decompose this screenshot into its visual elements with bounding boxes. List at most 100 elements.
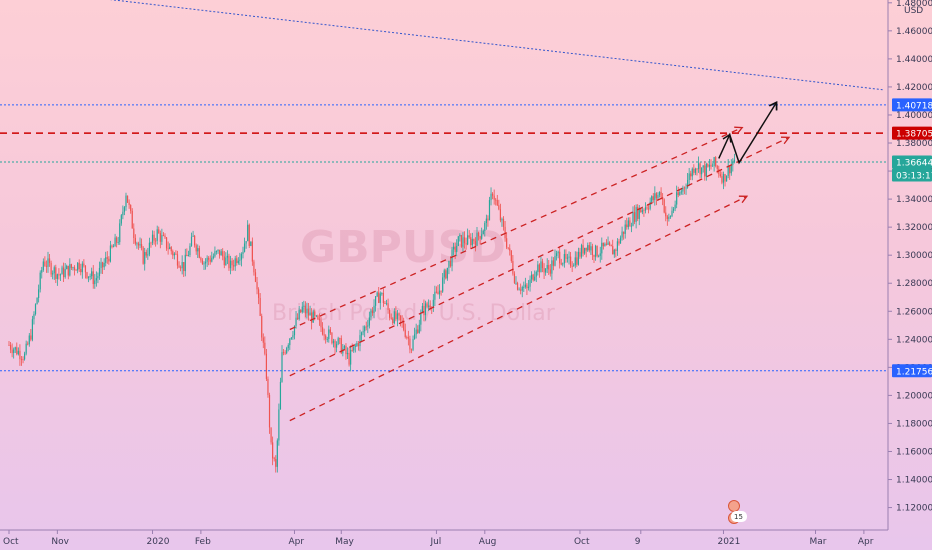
candle-body xyxy=(250,241,252,246)
candle-body xyxy=(618,241,620,244)
watermark-symbol: GBPUSD xyxy=(300,222,506,273)
candle-body xyxy=(133,228,135,238)
y-tick-label: 1.40000 xyxy=(896,111,932,121)
candle-body xyxy=(114,237,116,247)
candle-body xyxy=(14,347,16,350)
candle-body xyxy=(382,292,384,304)
candle-body xyxy=(598,255,600,257)
candle-body xyxy=(707,163,709,167)
x-tick-label: Nov xyxy=(51,537,69,547)
candle-body xyxy=(176,254,179,266)
candle-body xyxy=(217,249,219,252)
candle-body xyxy=(470,237,472,246)
candle-body xyxy=(64,269,66,278)
candle-body xyxy=(537,264,539,272)
candle-body xyxy=(418,324,420,333)
candle-body xyxy=(674,204,676,209)
candle-body xyxy=(535,271,537,277)
candle-body xyxy=(339,338,341,340)
x-tick-label: 2021 xyxy=(717,537,740,547)
level-upper-tag-label: 1.40718 xyxy=(896,101,932,111)
candle-body xyxy=(27,343,29,345)
candle-body xyxy=(175,253,177,255)
candle-body xyxy=(665,212,667,217)
candle-body xyxy=(298,309,300,319)
candle-body xyxy=(297,317,299,319)
channel-lower-arrowhead xyxy=(738,195,749,204)
candle-body xyxy=(733,159,735,163)
candle-body xyxy=(671,210,673,217)
candle-body xyxy=(240,253,243,260)
candle-body xyxy=(220,251,222,256)
candle-body xyxy=(601,242,603,254)
candle-body xyxy=(481,234,483,239)
event-count-badge[interactable] xyxy=(731,511,747,522)
candle-body xyxy=(468,235,470,238)
candle-body xyxy=(716,165,718,169)
candle-body xyxy=(685,187,687,189)
candle-body xyxy=(573,265,575,267)
candle-body xyxy=(566,257,569,259)
candle-body xyxy=(538,264,540,273)
candle-body xyxy=(576,257,578,265)
y-tick-label: 1.18000 xyxy=(896,419,932,429)
candle-body xyxy=(151,234,154,243)
candle-body xyxy=(30,335,32,340)
candle-body xyxy=(512,260,514,274)
candle-body xyxy=(445,270,447,279)
candle-body xyxy=(426,303,428,307)
candle-body xyxy=(108,258,110,262)
level-resistance-tag xyxy=(892,126,932,140)
candle-body xyxy=(289,338,291,346)
candle-body xyxy=(571,266,573,267)
candle-body xyxy=(365,326,367,328)
candle-body xyxy=(22,359,24,361)
candle-body xyxy=(362,331,364,333)
event-marker-icon[interactable] xyxy=(728,500,740,512)
candle-body xyxy=(61,267,63,275)
candle-body xyxy=(306,309,308,314)
candle-body xyxy=(543,268,545,273)
candle-body xyxy=(399,315,402,321)
candle-body xyxy=(8,344,10,346)
candle-body xyxy=(144,252,146,264)
y-tick-label: 1.28000 xyxy=(896,279,932,289)
candle-body xyxy=(125,195,127,208)
candle-body xyxy=(688,173,690,180)
countdown-label: 03:13:17 xyxy=(896,172,932,182)
candle-body xyxy=(172,251,174,256)
candle-body xyxy=(613,249,615,255)
candle-body xyxy=(607,242,609,245)
x-tick-label: Mar xyxy=(810,537,827,547)
candle-body xyxy=(479,236,481,239)
candle-body xyxy=(70,264,72,268)
candle-body xyxy=(225,257,227,266)
candle-body xyxy=(560,263,562,265)
candle-body xyxy=(84,265,87,273)
candle-body xyxy=(385,303,388,305)
candle-body xyxy=(529,279,531,287)
candle-body xyxy=(279,381,282,410)
candle-body xyxy=(73,267,76,270)
x-tick-label: May xyxy=(335,537,354,547)
candle-body xyxy=(80,269,82,273)
candle-body xyxy=(268,394,271,428)
candle-body xyxy=(33,314,35,320)
candle-body xyxy=(412,339,414,350)
candle-body xyxy=(722,174,725,183)
y-tick-label: 1.38000 xyxy=(896,139,932,149)
candle-body xyxy=(91,271,93,277)
candle-body xyxy=(251,241,253,262)
candle-body xyxy=(604,243,606,247)
candle-body xyxy=(44,261,46,266)
x-tick-label: Jul xyxy=(429,537,441,547)
channel-lower xyxy=(289,195,748,422)
candle-body xyxy=(180,267,182,269)
candle-body xyxy=(501,218,503,221)
candle-body xyxy=(122,211,124,216)
candle-body xyxy=(325,335,327,340)
candle-body xyxy=(332,340,335,344)
countdown-tag xyxy=(892,168,932,182)
candle-body xyxy=(429,305,431,308)
